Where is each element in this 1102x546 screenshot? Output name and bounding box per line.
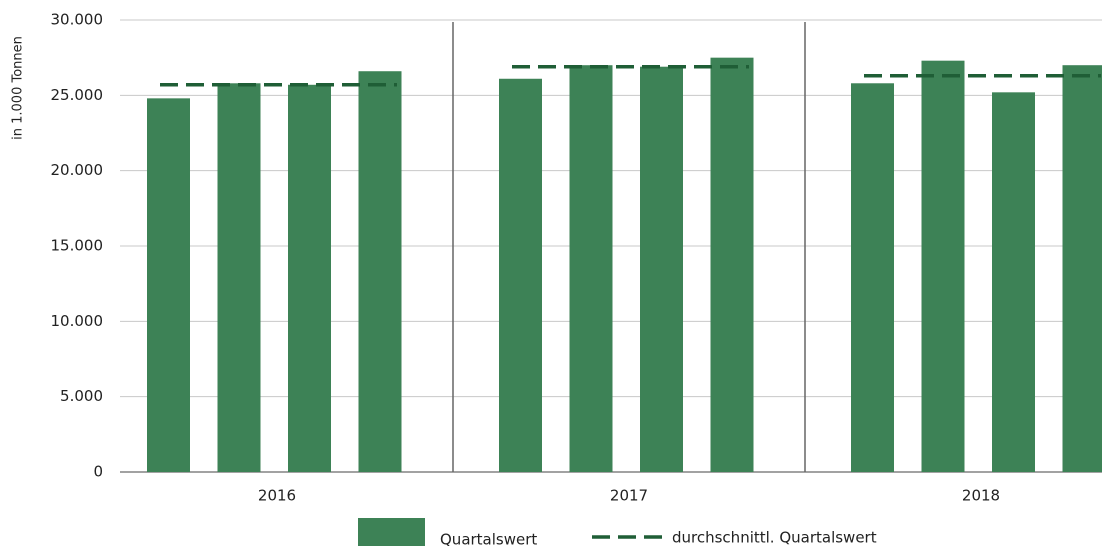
y-tick-label: 20.000 (51, 161, 104, 179)
bar (217, 83, 261, 472)
bar (921, 60, 965, 473)
bar (147, 98, 190, 472)
y-tick-label: 0 (93, 463, 103, 481)
bar (710, 57, 754, 473)
y-axis-label: in 1.000 Tonnen (11, 36, 26, 140)
legend-swatch (358, 518, 425, 546)
bar (499, 78, 542, 472)
x-tick-label: 2017 (610, 487, 648, 505)
x-tick-label: 2016 (258, 487, 296, 505)
y-tick-label: 30.000 (51, 11, 104, 29)
bar (358, 71, 402, 472)
bar (851, 83, 894, 472)
legend-label: Quartalswert (440, 531, 537, 546)
bar (992, 92, 1035, 472)
legend-label: durchschnittl. Quartalswert (672, 529, 877, 546)
bar (1062, 65, 1102, 472)
bar (288, 84, 331, 472)
x-tick-label: 2018 (962, 487, 1000, 505)
y-tick-label: 10.000 (51, 312, 104, 330)
y-tick-label: 5.000 (60, 387, 103, 405)
bar (640, 66, 683, 472)
y-tick-label: 15.000 (51, 237, 104, 255)
bar (569, 65, 613, 472)
y-tick-label: 25.000 (51, 86, 104, 104)
